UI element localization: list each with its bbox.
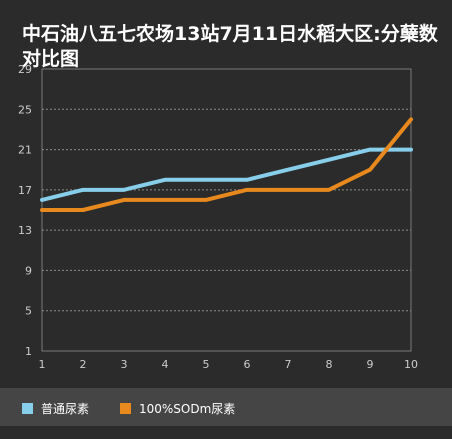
- legend-label-series-1: 普通尿素: [41, 401, 90, 416]
- legend-label-series-2: 100%SODm尿素: [139, 401, 236, 416]
- y-tick-label: 29: [18, 63, 32, 76]
- y-tick-label: 17: [18, 184, 32, 197]
- x-tick-label: 6: [244, 358, 251, 371]
- y-tick-label: 5: [25, 305, 32, 318]
- plot-area-border: [41, 68, 412, 352]
- footer-strip: [0, 426, 452, 439]
- series-line-1: [40, 147, 413, 202]
- y-tick-label: 21: [18, 144, 32, 157]
- x-tick-label: 7: [285, 358, 292, 371]
- y-tick-label: 13: [18, 224, 32, 237]
- x-tick-label: 1: [39, 358, 46, 371]
- series-line-2: [40, 117, 413, 212]
- legend-item-series-1[interactable]: 普通尿素: [22, 400, 89, 416]
- x-tick-label: 5: [203, 358, 210, 371]
- y-tick-label: 25: [18, 103, 32, 116]
- x-tick-label: 3: [121, 358, 128, 371]
- chart-title: 中石油八五七农场13站7月11日水稻大区:分蘖数对比图: [22, 23, 438, 70]
- x-tick-label: 10: [404, 358, 418, 371]
- x-tick-label: 4: [162, 358, 169, 371]
- x-tick-label: 8: [326, 358, 333, 371]
- legend-item-series-2[interactable]: 100%SODm尿素: [120, 400, 235, 416]
- legend: 普通尿素 100%SODm尿素: [0, 388, 452, 426]
- legend-swatch-series-1: [22, 402, 33, 414]
- x-tick-label: 9: [367, 358, 374, 371]
- line-chart: 1 5 9 13 17 21 25 29 1 2 3 4 5 6 7 8 9 10: [18, 63, 418, 371]
- legend-swatch-series-2: [120, 402, 131, 414]
- y-tick-label: 1: [25, 345, 32, 358]
- y-tick-label: 9: [25, 264, 32, 277]
- x-tick-label: 2: [80, 358, 87, 371]
